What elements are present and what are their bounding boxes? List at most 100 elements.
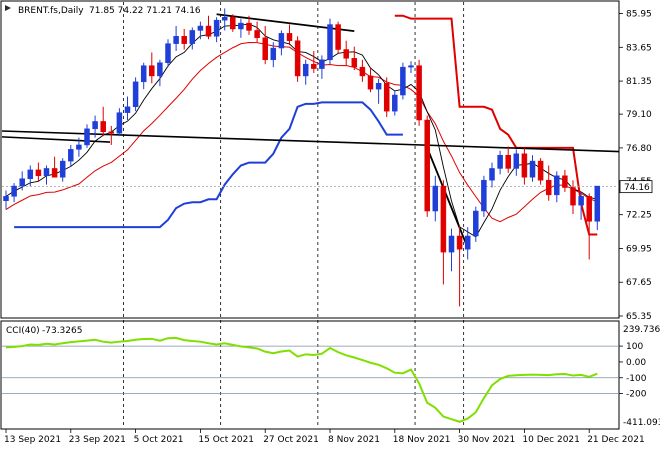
time-x-axis: 13 Sep 2021 23 Sep 2021 5 Oct 2021 15 Oct 2… (1, 428, 645, 445)
collapse-triangle-icon[interactable] (5, 5, 11, 11)
x-tick-label: 21 Dec 2021 (587, 435, 645, 445)
candle-body (562, 175, 568, 188)
candle-body (132, 81, 139, 108)
candle-body (116, 112, 123, 134)
price-tick-label: 79.10 (626, 110, 652, 120)
candle-body (359, 66, 366, 77)
candle-body (464, 235, 471, 250)
candle-body (545, 179, 552, 196)
candle-body (59, 160, 66, 178)
candle-body (278, 33, 285, 49)
cci-tick-label: 0.00 (626, 358, 646, 368)
candle-body (221, 16, 228, 21)
candle-body (108, 131, 115, 134)
x-tick-label: 13 Sep 2021 (4, 435, 61, 445)
candle-body (456, 235, 463, 250)
candle-body (343, 49, 349, 59)
candle-body (327, 24, 333, 61)
candle-body (489, 168, 495, 181)
candle-body (432, 185, 439, 212)
candle-body (140, 65, 147, 83)
indicator-overlays (1, 13, 620, 249)
candle-body (165, 43, 171, 63)
price-tick-label: 81.35 (626, 77, 652, 87)
candle-body (189, 30, 196, 44)
price-tick-label: 85.95 (626, 10, 652, 20)
cci-level-lines (2, 345, 619, 394)
candle-body (92, 121, 98, 130)
candle-body (383, 83, 390, 112)
price-panel-frame (0, 0, 620, 319)
candle-body (76, 144, 82, 150)
cci-tick-label: 100 (626, 342, 643, 352)
candle-body (578, 196, 584, 206)
price-y-axis: 65.3567.6569.9572.2574.5576.8079.1081.35… (619, 10, 652, 322)
current-price-marker: 74.16 (619, 180, 653, 193)
candle-body (424, 119, 430, 212)
candle-body (335, 24, 341, 50)
long-term-trendline (1, 130, 620, 153)
candle-body (51, 168, 58, 178)
candle-body (43, 168, 50, 177)
candle-body (481, 179, 487, 212)
candle-body (68, 149, 74, 162)
candle-body (286, 33, 293, 41)
candle-body (570, 187, 576, 206)
candle-body (294, 40, 301, 77)
candle-body (197, 25, 204, 31)
current-price-label: 74.16 (624, 183, 650, 193)
cci-indicator-label: CCI(40) (6, 326, 40, 336)
cci-current-value: -73.3265 (42, 326, 82, 336)
cci-header: CCI(40) -73.3265 (6, 326, 82, 336)
candlestick-series (3, 8, 601, 307)
candle-body (537, 160, 544, 181)
candle-body (594, 185, 601, 222)
x-tick-label: 27 Oct 2021 (263, 435, 319, 445)
support-trendline (1, 136, 111, 143)
candle-body (586, 196, 592, 222)
symbol-label: BRENT.fs,Daily (18, 6, 84, 16)
candle-body (181, 36, 187, 44)
candle-body (351, 58, 358, 68)
ohlc-values: 71.85 74.22 71.21 74.16 (89, 6, 201, 16)
candle-body (416, 65, 422, 121)
price-tick-label: 83.65 (626, 43, 652, 53)
candle-body (213, 19, 220, 37)
candle-body (311, 63, 317, 69)
candle-body (27, 169, 34, 179)
price-tick-label: 69.95 (626, 244, 652, 254)
candle-body (100, 121, 106, 132)
x-tick-label: 18 Nov 2021 (393, 435, 451, 445)
candle-body (35, 169, 42, 177)
decline-trendline (426, 147, 469, 249)
candle-body (3, 196, 9, 201)
candle-body (11, 185, 17, 197)
candle-body (262, 37, 268, 61)
candle-body (521, 153, 528, 178)
period-separators (123, 2, 465, 428)
lower-channel-line (14, 101, 403, 229)
cci-bottom-label: -411.093 (623, 418, 660, 428)
cci-line (5, 336, 598, 423)
candle-body (367, 75, 374, 90)
candle-body (319, 59, 325, 69)
candle-body (400, 66, 406, 96)
candle-body (302, 63, 309, 77)
price-tick-label: 67.65 (626, 278, 652, 288)
candle-body (440, 185, 447, 253)
candle-body (205, 25, 212, 37)
price-tick-label: 72.25 (626, 211, 652, 221)
candle-body (157, 62, 163, 77)
cci-tick-label: -100 (626, 374, 647, 384)
candle-body (238, 22, 244, 30)
slow-moving-average-line (5, 41, 598, 223)
price-header: BRENT.fs,Daily 71.85 74.22 71.21 74.16 (5, 5, 201, 16)
candle-body (246, 22, 252, 31)
candle-body (149, 65, 155, 77)
cci-tick-label: -200 (626, 390, 647, 400)
candle-body (529, 160, 536, 178)
candle-body (270, 47, 277, 61)
cci-series (5, 336, 598, 423)
